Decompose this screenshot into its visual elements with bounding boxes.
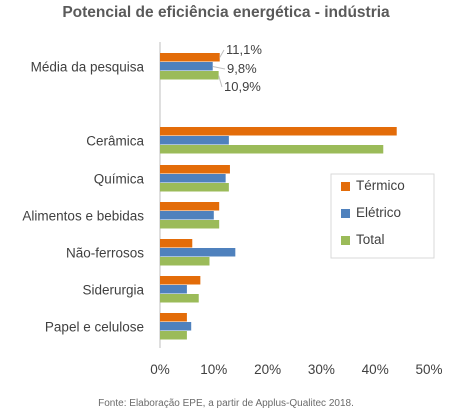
x-tick-label: 40%: [362, 362, 389, 377]
bar-el-trico: [160, 211, 214, 220]
bar-total: [160, 294, 199, 303]
bar-total: [160, 257, 210, 266]
legend-swatch: [341, 236, 350, 245]
chart-title: Potencial de eficiência energética - ind…: [62, 4, 390, 21]
category-label: Cerâmica: [86, 134, 144, 149]
bar-el-trico: [160, 62, 213, 71]
x-tick-label: 20%: [254, 362, 281, 377]
data-label-leader: [218, 75, 223, 88]
bar-el-trico: [160, 322, 192, 331]
bar-total: [160, 71, 219, 80]
x-tick-label: 0%: [150, 362, 170, 377]
bar-t-rmico: [160, 53, 220, 62]
bar-t-rmico: [160, 127, 397, 136]
x-tick-label: 50%: [415, 362, 442, 377]
bar-el-trico: [160, 136, 229, 145]
bar-el-trico: [160, 248, 236, 257]
bar-el-trico: [160, 174, 226, 183]
x-tick-label: 10%: [200, 362, 227, 377]
bar-t-rmico: [160, 202, 220, 211]
legend-label: Térmico: [356, 178, 405, 193]
bar-t-rmico: [160, 165, 230, 174]
bar-total: [160, 220, 220, 229]
bar-total: [160, 331, 187, 340]
bar-total: [160, 183, 229, 192]
bar-el-trico: [160, 285, 187, 294]
legend-swatch: [341, 182, 350, 191]
bar-t-rmico: [160, 276, 201, 285]
data-label: 10,9%: [224, 79, 261, 94]
data-label-leader: [219, 49, 225, 58]
bar-t-rmico: [160, 239, 193, 248]
category-label: Química: [94, 172, 145, 187]
category-label: Siderurgia: [82, 283, 144, 298]
category-label: Média da pesquisa: [31, 60, 145, 75]
legend-label: Total: [356, 232, 385, 247]
legend-swatch: [341, 209, 350, 218]
category-label: Não-ferrosos: [66, 246, 144, 261]
bar-total: [160, 145, 384, 154]
data-label-leader: [212, 66, 226, 70]
category-label: Papel e celulose: [45, 320, 144, 335]
category-label: Alimentos e bebidas: [22, 209, 144, 224]
bar-t-rmico: [160, 313, 187, 322]
legend-label: Elétrico: [356, 205, 401, 220]
data-label: 9,8%: [227, 61, 257, 76]
x-tick-label: 30%: [308, 362, 335, 377]
chart-source: Fonte: Elaboração EPE, a partir de Applu…: [98, 398, 354, 409]
data-label: 11,1%: [226, 42, 262, 57]
